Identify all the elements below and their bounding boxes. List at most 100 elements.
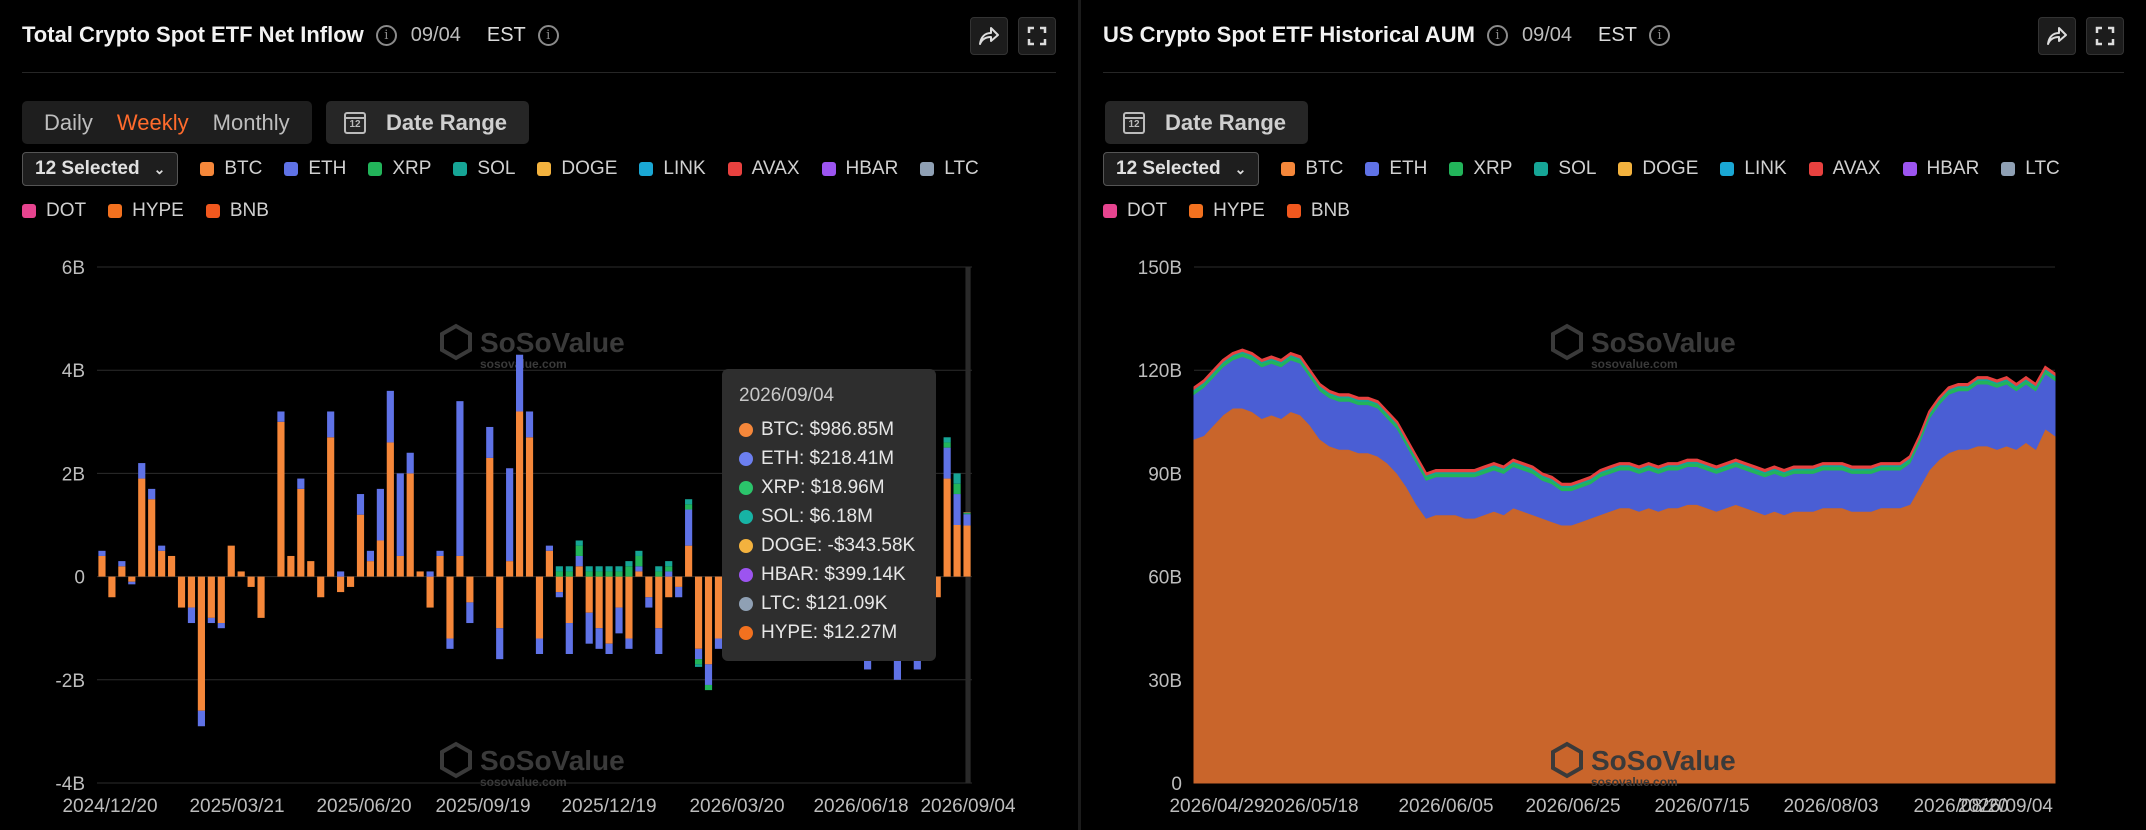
bar-segment-btc[interactable] [436, 555, 444, 577]
bar-segment-sol[interactable] [585, 566, 593, 572]
bar-segment-btc[interactable] [585, 576, 593, 613]
bar-segment-btc[interactable] [963, 525, 971, 577]
bar-segment-sol[interactable] [665, 561, 673, 567]
bar-segment-btc[interactable] [535, 576, 544, 639]
legend-item-dot[interactable]: DOT [22, 198, 86, 224]
bar-segment-xrp[interactable] [694, 659, 703, 665]
bar-segment-eth[interactable] [525, 411, 534, 438]
tab-weekly[interactable]: Weekly [116, 109, 189, 135]
bar-segment-sol[interactable] [555, 566, 563, 572]
bar-segment-btc[interactable] [575, 566, 583, 577]
bar-segment-eth[interactable] [864, 654, 872, 670]
bar-segment-btc[interactable] [545, 550, 553, 577]
bar-segment-eth[interactable] [197, 710, 205, 727]
bar-segment-xrp[interactable] [625, 566, 633, 577]
bar-segment-eth[interactable] [187, 607, 196, 624]
bar-segment-btc[interactable] [237, 571, 245, 577]
bar-segment-btc[interactable] [337, 576, 345, 593]
legend-item-hbar[interactable]: HBAR [821, 156, 898, 182]
legend-item-hype[interactable]: HYPE [1189, 198, 1265, 224]
bar-segment-eth[interactable] [615, 607, 623, 634]
bar-segment-eth[interactable] [893, 659, 902, 680]
bar-segment-xrp[interactable] [595, 571, 603, 577]
legend-item-ltc[interactable]: LTC [920, 156, 979, 182]
bar-segment-sol[interactable] [565, 566, 573, 572]
legend-item-eth[interactable]: ETH [1365, 156, 1427, 182]
bar-segment-btc[interactable] [615, 576, 623, 608]
bar-segment-btc[interactable] [356, 514, 365, 577]
bar-segment-sol[interactable] [953, 473, 961, 484]
bar-segment-eth[interactable] [118, 561, 126, 567]
legend-item-link[interactable]: LINK [1720, 156, 1787, 182]
info-icon[interactable]: i [1486, 24, 1508, 46]
bar-segment-btc[interactable] [685, 545, 693, 577]
legend-item-btc[interactable]: BTC [1281, 156, 1343, 182]
bar-segment-eth[interactable] [148, 488, 156, 500]
legend-item-link[interactable]: LINK [639, 156, 706, 182]
bar-segment-btc[interactable] [406, 473, 414, 577]
bar-segment-eth[interactable] [694, 648, 703, 660]
bar-segment-eth[interactable] [138, 463, 146, 479]
bar-segment-btc[interactable] [486, 457, 494, 577]
bar-segment-btc[interactable] [446, 576, 454, 639]
tab-monthly[interactable]: Monthly [212, 109, 290, 135]
bar-segment-eth[interactable] [963, 514, 971, 526]
bar-segment-eth[interactable] [356, 494, 365, 515]
legend-item-ltc[interactable]: LTC [2001, 156, 2060, 182]
bar-segment-sol[interactable] [595, 566, 603, 572]
bar-segment-btc[interactable] [694, 576, 703, 649]
legend-item-doge[interactable]: DOGE [1618, 156, 1698, 182]
bar-segment-btc[interactable] [128, 576, 136, 582]
bar-segment-btc[interactable] [98, 555, 106, 577]
legend-item-hype[interactable]: HYPE [108, 198, 184, 224]
bar-segment-eth[interactable] [426, 571, 434, 577]
legend-item-btc[interactable]: BTC [200, 156, 262, 182]
bar-segment-eth[interactable] [466, 602, 474, 624]
bar-segment-eth[interactable] [337, 571, 345, 577]
bar-segment-btc[interactable] [227, 545, 235, 577]
bar-segment-btc[interactable] [167, 555, 176, 577]
bar-segment-btc[interactable] [187, 576, 196, 608]
bar-segment-btc[interactable] [396, 555, 404, 577]
bar-segment-btc[interactable] [327, 437, 335, 577]
legend-item-avax[interactable]: AVAX [727, 156, 800, 182]
bar-segment-eth[interactable] [675, 586, 683, 598]
bar-segment-eth[interactable] [436, 550, 444, 556]
legend-item-hbar[interactable]: HBAR [1902, 156, 1979, 182]
bar-segment-btc[interactable] [257, 576, 265, 618]
bar-segment-eth[interactable] [555, 592, 563, 598]
bar-segment-eth[interactable] [625, 638, 633, 649]
bar-segment-eth[interactable] [207, 617, 215, 624]
bar-segment-eth[interactable] [396, 473, 404, 556]
bar-segment-eth[interactable] [277, 411, 285, 422]
bar-segment-btc[interactable] [426, 576, 434, 608]
bar-segment-xrp[interactable] [615, 571, 623, 577]
bar-segment-eth[interactable] [446, 638, 454, 649]
bar-segment-xrp[interactable] [685, 504, 693, 510]
bar-segment-btc[interactable] [665, 576, 673, 598]
bar-segment-eth[interactable] [158, 545, 166, 551]
date-range-button[interactable]: 12 Date Range [1105, 101, 1309, 144]
bar-segment-eth[interactable] [565, 623, 573, 654]
bar-segment-eth[interactable] [535, 638, 544, 654]
bar-segment-xrp[interactable] [665, 566, 673, 572]
bar-segment-xrp[interactable] [565, 571, 573, 577]
bar-segment-btc[interactable] [247, 576, 255, 587]
bar-segment-sol[interactable] [635, 550, 643, 556]
bar-segment-eth[interactable] [714, 638, 723, 649]
bar-segment-btc[interactable] [287, 555, 295, 577]
asset-selector[interactable]: 12 Selected ⌄ [22, 152, 179, 186]
legend-item-avax[interactable]: AVAX [1808, 156, 1881, 182]
legend-item-doge[interactable]: DOGE [537, 156, 617, 182]
bar-segment-btc[interactable] [148, 499, 156, 577]
bar-segment-btc[interactable] [297, 488, 305, 577]
bar-segment-btc[interactable] [277, 421, 285, 577]
bar-segment-eth[interactable] [486, 426, 494, 458]
bar-segment-eth[interactable] [516, 354, 524, 412]
bar-segment-sol[interactable] [615, 566, 623, 572]
share-button[interactable] [970, 17, 1008, 55]
bar-segment-eth[interactable] [655, 628, 663, 654]
bar-segment-eth[interactable] [635, 566, 643, 572]
info-icon[interactable]: i [375, 24, 397, 46]
bar-segment-eth[interactable] [98, 550, 106, 556]
